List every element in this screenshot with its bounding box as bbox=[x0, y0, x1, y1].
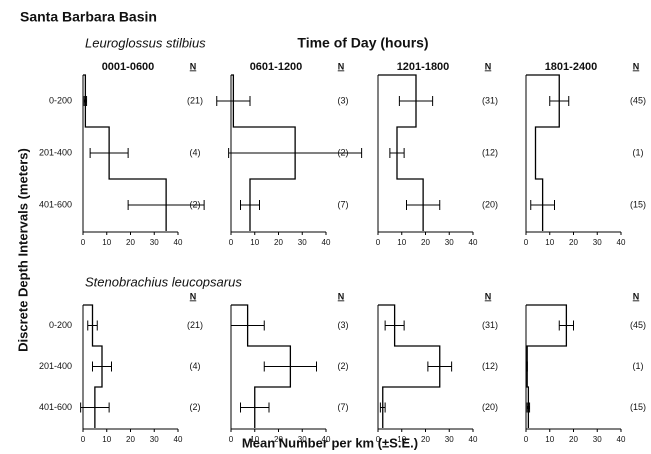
profile-line bbox=[83, 304, 103, 428]
x-tick-label: 20 bbox=[421, 435, 430, 444]
n-label: (45) bbox=[630, 95, 646, 105]
x-tick-label: 40 bbox=[174, 435, 183, 444]
depth-label: 0-200 bbox=[49, 95, 72, 105]
x-tick-label: 0 bbox=[229, 238, 234, 247]
x-tick-label: 0 bbox=[376, 435, 381, 444]
n-label: (2) bbox=[190, 402, 201, 412]
n-label: (45) bbox=[630, 320, 646, 330]
n-label: (31) bbox=[482, 95, 498, 105]
x-tick-label: 20 bbox=[421, 238, 430, 247]
n-label: (7) bbox=[338, 402, 349, 412]
x-tick-label: 10 bbox=[250, 238, 259, 247]
depth-label: 0-200 bbox=[49, 320, 72, 330]
x-tick-label: 0 bbox=[376, 238, 381, 247]
n-label: (15) bbox=[630, 199, 646, 209]
x-tick-label: 20 bbox=[126, 435, 135, 444]
subtitle: Time of Day (hours) bbox=[297, 35, 428, 51]
x-tick-label: 20 bbox=[274, 238, 283, 247]
depth-label: 201-400 bbox=[39, 147, 72, 157]
x-tick-label: 0 bbox=[81, 238, 86, 247]
n-label: (4) bbox=[190, 361, 201, 371]
x-tick-label: 30 bbox=[593, 238, 602, 247]
profile-line bbox=[378, 74, 424, 231]
n-label: (20) bbox=[482, 199, 498, 209]
x-tick-label: 40 bbox=[469, 238, 478, 247]
profile-line bbox=[526, 304, 568, 428]
profile-line bbox=[231, 74, 296, 231]
x-tick-label: 0 bbox=[229, 435, 234, 444]
species-label: Leuroglossus stilbius bbox=[85, 35, 206, 50]
x-tick-label: 30 bbox=[298, 238, 307, 247]
n-label: (2) bbox=[338, 147, 349, 157]
x-tick-label: 0 bbox=[524, 238, 529, 247]
x-tick-label: 10 bbox=[250, 435, 259, 444]
x-tick-label: 30 bbox=[593, 435, 602, 444]
column-title: 0601-1200 bbox=[250, 61, 303, 73]
x-tick-label: 10 bbox=[102, 435, 111, 444]
profile-line bbox=[526, 74, 560, 231]
n-header: N bbox=[338, 291, 345, 301]
x-tick-label: 40 bbox=[322, 435, 331, 444]
x-tick-label: 30 bbox=[298, 435, 307, 444]
x-axis-label: Mean Number per km (±S.E.) bbox=[242, 435, 418, 450]
n-label: (15) bbox=[630, 402, 646, 412]
y-axis-label: Discrete Depth Intervals (meters) bbox=[15, 148, 30, 352]
depth-label: 201-400 bbox=[39, 361, 72, 371]
x-tick-label: 0 bbox=[81, 435, 86, 444]
column-title: 0001-0600 bbox=[102, 61, 155, 73]
x-tick-label: 30 bbox=[150, 238, 159, 247]
x-tick-label: 40 bbox=[322, 238, 331, 247]
x-tick-label: 20 bbox=[569, 238, 578, 247]
n-label: (31) bbox=[482, 320, 498, 330]
x-tick-label: 0 bbox=[524, 435, 529, 444]
n-label: (3) bbox=[338, 320, 349, 330]
depth-label: 401-600 bbox=[39, 199, 72, 209]
n-label: (1) bbox=[633, 361, 644, 371]
n-label: (2) bbox=[190, 199, 201, 209]
n-header: N bbox=[338, 61, 345, 71]
x-tick-label: 30 bbox=[150, 435, 159, 444]
x-tick-label: 10 bbox=[545, 435, 554, 444]
x-tick-label: 10 bbox=[545, 238, 554, 247]
n-header: N bbox=[190, 291, 197, 301]
n-label: (7) bbox=[338, 199, 349, 209]
n-label: (3) bbox=[338, 95, 349, 105]
n-label: (20) bbox=[482, 402, 498, 412]
species-label: Stenobrachius leucopsarus bbox=[85, 274, 242, 289]
n-header: N bbox=[190, 61, 197, 71]
x-tick-label: 10 bbox=[397, 238, 406, 247]
column-title: 1801-2400 bbox=[545, 61, 598, 73]
x-tick-label: 40 bbox=[469, 435, 478, 444]
n-header: N bbox=[485, 61, 492, 71]
chart-title: Santa Barbara Basin bbox=[20, 9, 157, 25]
x-tick-label: 10 bbox=[397, 435, 406, 444]
n-label: (4) bbox=[190, 147, 201, 157]
x-tick-label: 10 bbox=[102, 238, 111, 247]
n-label: (12) bbox=[482, 147, 498, 157]
n-header: N bbox=[633, 61, 640, 71]
x-tick-label: 40 bbox=[617, 435, 626, 444]
n-label: (12) bbox=[482, 361, 498, 371]
x-tick-label: 30 bbox=[445, 435, 454, 444]
depth-label: 401-600 bbox=[39, 402, 72, 412]
n-label: (21) bbox=[187, 320, 203, 330]
column-title: 1201-1800 bbox=[397, 61, 450, 73]
x-tick-label: 30 bbox=[445, 238, 454, 247]
n-header: N bbox=[485, 291, 492, 301]
x-tick-label: 40 bbox=[174, 238, 183, 247]
n-label: (2) bbox=[338, 361, 349, 371]
n-header: N bbox=[633, 291, 640, 301]
profile-line bbox=[83, 74, 167, 231]
x-tick-label: 40 bbox=[617, 238, 626, 247]
x-tick-label: 20 bbox=[126, 238, 135, 247]
x-tick-label: 20 bbox=[274, 435, 283, 444]
profile-line bbox=[231, 304, 292, 428]
profile-line bbox=[378, 304, 441, 428]
x-tick-label: 20 bbox=[569, 435, 578, 444]
n-label: (21) bbox=[187, 95, 203, 105]
n-label: (1) bbox=[633, 147, 644, 157]
